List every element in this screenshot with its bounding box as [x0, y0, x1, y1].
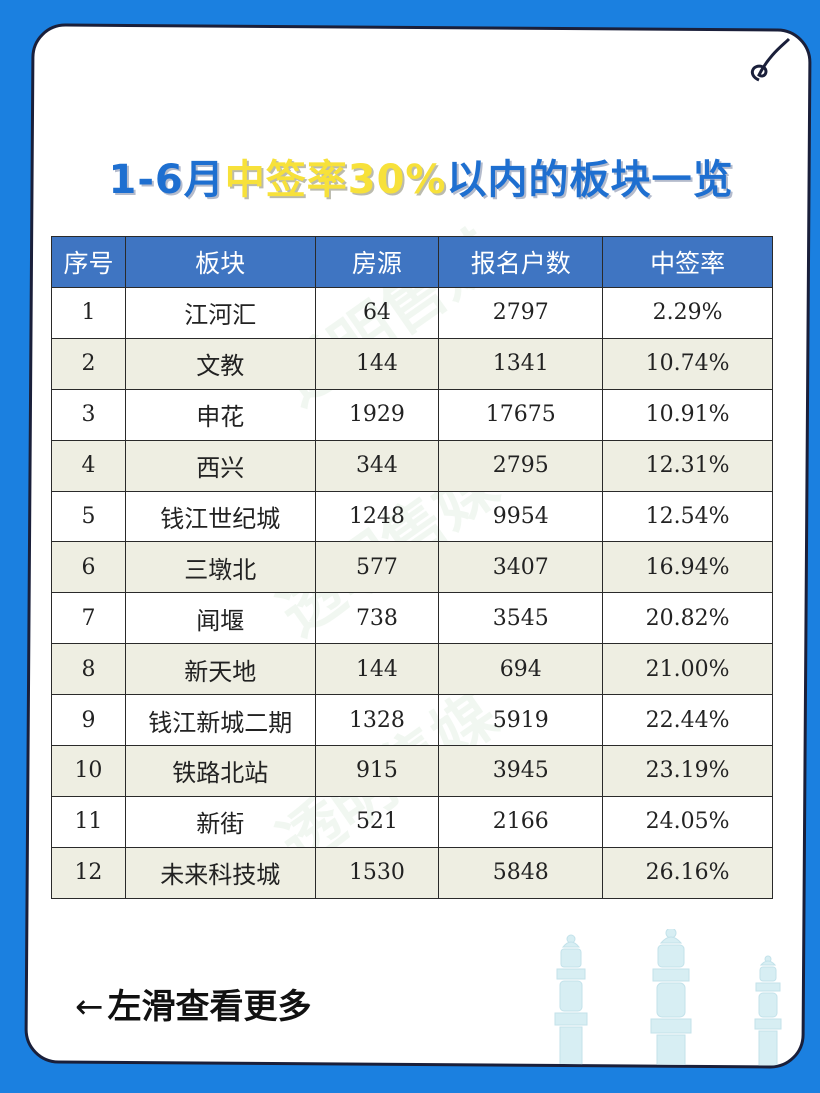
table-row: 12 未来科技城 1530 5848 26.16%: [51, 847, 773, 899]
cell-applicants: 3545: [438, 592, 603, 644]
cell-district: 三墩北: [125, 541, 316, 593]
table-row: 9 钱江新城二期 1328 5919 22.44%: [51, 694, 773, 746]
pagoda-decoration-icon: [554, 929, 782, 1069]
cell-listings: 344: [315, 440, 439, 492]
cell-applicants: 694: [438, 643, 603, 695]
cell-district: 铁路北站: [125, 745, 316, 797]
table-row: 3 申花 1929 17675 10.91%: [51, 389, 773, 441]
cell-applicants: 5919: [438, 694, 603, 746]
table-row: 4 西兴 344 2795 12.31%: [51, 440, 773, 492]
cell-index: 12: [51, 847, 126, 899]
cell-rate: 16.94%: [602, 541, 773, 593]
cell-listings: 915: [315, 745, 439, 797]
table-row: 10 铁路北站 915 3945 23.19%: [51, 745, 773, 797]
sign-rate-table: 序号 板块 房源 报名户数 中签率 1 江河汇 64 2797 2.29% 2 文教 144 1…: [51, 236, 773, 899]
table-row: 6 三墩北 577 3407 16.94%: [51, 541, 773, 593]
cell-applicants: 2797: [438, 287, 603, 339]
cell-district: 江河汇: [125, 287, 316, 339]
cell-applicants: 3407: [438, 541, 603, 593]
title-highlight: 中签率30%: [224, 157, 447, 203]
cell-rate: 12.31%: [602, 440, 773, 492]
cell-listings: 64: [315, 287, 439, 339]
cell-district: 钱江世纪城: [125, 491, 316, 542]
cell-listings: 1929: [315, 389, 439, 441]
header-district: 板块: [125, 236, 316, 288]
content-card: 透明售媒 透明售媒 透明售媒 1-6月中签率30%以内的板块一览 序号 板块 房…: [24, 23, 812, 1069]
cell-index: 8: [51, 643, 126, 695]
cell-rate: 26.16%: [602, 847, 773, 899]
cell-district: 文教: [125, 338, 316, 390]
curl-decoration-icon: [750, 37, 791, 82]
cell-listings: 1530: [315, 847, 439, 899]
cell-district: 申花: [125, 389, 316, 441]
cell-applicants: 17675: [438, 389, 603, 441]
page-title: 1-6月中签率30%以内的板块一览: [31, 147, 811, 205]
cell-listings: 738: [315, 592, 439, 644]
cell-index: 10: [51, 745, 126, 797]
cell-applicants: 9954: [438, 491, 603, 542]
cell-listings: 521: [315, 796, 439, 848]
title-suffix: 以内的板块一览: [446, 157, 734, 203]
cell-district: 闻堰: [125, 592, 316, 644]
cell-index: 11: [51, 796, 126, 848]
cell-applicants: 1341: [438, 338, 603, 390]
left-arrow-icon: ←: [75, 987, 104, 1027]
cell-district: 钱江新城二期: [125, 694, 316, 746]
table-row: 8 新天地 144 694 21.00%: [51, 643, 773, 695]
cell-rate: 22.44%: [602, 694, 773, 746]
header-listings: 房源: [315, 236, 439, 288]
table-header-row: 序号 板块 房源 报名户数 中签率: [51, 236, 773, 288]
table-row: 11 新街 521 2166 24.05%: [51, 796, 773, 848]
table-row: 2 文教 144 1341 10.74%: [51, 338, 773, 390]
cell-applicants: 3945: [438, 745, 603, 797]
cell-index: 1: [51, 287, 126, 339]
cell-rate: 2.29%: [602, 287, 773, 339]
cell-rate: 23.19%: [602, 745, 773, 797]
cell-district: 新天地: [125, 643, 316, 695]
cell-district: 未来科技城: [125, 847, 316, 899]
cell-district: 西兴: [125, 440, 316, 492]
header-index: 序号: [51, 236, 126, 288]
cell-rate: 20.82%: [602, 592, 773, 644]
cell-index: 7: [51, 592, 126, 644]
table-row: 7 闻堰 738 3545 20.82%: [51, 592, 773, 644]
cell-applicants: 5848: [438, 847, 603, 899]
cell-index: 9: [51, 694, 126, 746]
cell-rate: 21.00%: [602, 643, 773, 695]
cell-index: 5: [51, 491, 126, 542]
cell-listings: 1248: [315, 491, 439, 542]
cell-applicants: 2166: [438, 796, 603, 848]
table-row: 5 钱江世纪城 1248 9954 12.54%: [51, 491, 773, 542]
cell-applicants: 2795: [438, 440, 603, 492]
cell-rate: 24.05%: [602, 796, 773, 848]
header-rate: 中签率: [602, 236, 773, 288]
cell-index: 2: [51, 338, 126, 390]
cell-listings: 144: [315, 338, 439, 390]
cell-index: 3: [51, 389, 126, 441]
cell-rate: 10.74%: [602, 338, 773, 390]
cell-index: 4: [51, 440, 126, 492]
cell-rate: 10.91%: [602, 389, 773, 441]
cell-listings: 144: [315, 643, 439, 695]
title-prefix: 1-6月: [108, 157, 225, 203]
cell-rate: 12.54%: [602, 491, 773, 542]
table-row: 1 江河汇 64 2797 2.29%: [51, 287, 773, 339]
cell-index: 6: [51, 541, 126, 593]
swipe-hint[interactable]: ← 左滑查看更多: [75, 979, 312, 1028]
cell-listings: 577: [315, 541, 439, 593]
cell-listings: 1328: [315, 694, 439, 746]
header-applicants: 报名户数: [438, 236, 603, 288]
swipe-hint-text: 左滑查看更多: [107, 987, 312, 1027]
cell-district: 新街: [125, 796, 316, 848]
